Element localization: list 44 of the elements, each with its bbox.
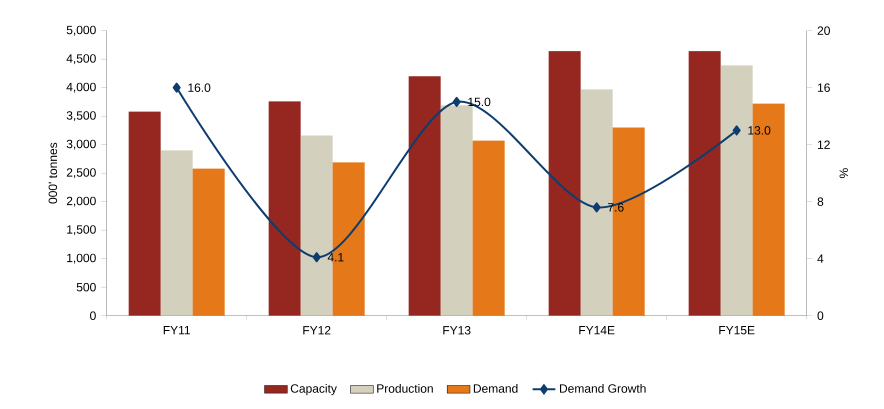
x-tick-label: FY13 (443, 326, 470, 335)
data-label: 15.0 (468, 98, 490, 106)
legend-label: Production (377, 384, 433, 393)
y2-tick-label: 4 (817, 254, 824, 263)
y-tick-label: 3,500 (66, 111, 96, 122)
x-tick-label: FY15E (719, 326, 754, 334)
point (172, 82, 181, 93)
point (592, 202, 601, 212)
y-tick-label: 1,000 (67, 254, 96, 264)
y2-axis-title: % (840, 168, 848, 178)
y-tick-label: 3,000 (66, 140, 96, 150)
x-tick-label: FY14E (579, 326, 614, 334)
y-tick-label: 5,000 (66, 26, 96, 36)
y-tick-label: 0 (90, 311, 96, 320)
y2-tick-label: 16 (818, 83, 830, 92)
legend-label: Demand (474, 384, 518, 393)
y-tick-label: 1,500 (67, 225, 96, 236)
y2-tick-label: 20 (818, 26, 830, 35)
y-axis-title: 000' tonnes (48, 142, 58, 204)
bar (548, 51, 581, 316)
y2-tick-label: 12 (818, 140, 830, 149)
legend-label: Demand Growth (560, 384, 646, 393)
y2-tick-label: 0 (818, 311, 824, 320)
y-tick-label: 500 (76, 282, 96, 292)
y-tick-label: 4,000 (66, 82, 96, 93)
bar (192, 168, 225, 316)
bar (160, 150, 193, 316)
legend-label: Capacity (290, 384, 337, 396)
bar (688, 51, 721, 316)
point (732, 125, 741, 136)
x-tick-label: FY11 (164, 326, 190, 334)
data-label: 16.0 (188, 83, 210, 92)
bar (440, 105, 473, 316)
y2-tick-label: 8 (818, 197, 824, 206)
point (452, 96, 461, 107)
y-tick-label: 2,000 (66, 196, 96, 207)
y-tick-label: 4,500 (66, 54, 96, 64)
bar (472, 140, 505, 316)
point (312, 252, 321, 262)
y-tick-label: 2,500 (66, 168, 96, 178)
bar (408, 76, 441, 316)
x-tick-label: FY12 (303, 326, 330, 334)
bar (128, 112, 161, 316)
bar (268, 101, 301, 316)
